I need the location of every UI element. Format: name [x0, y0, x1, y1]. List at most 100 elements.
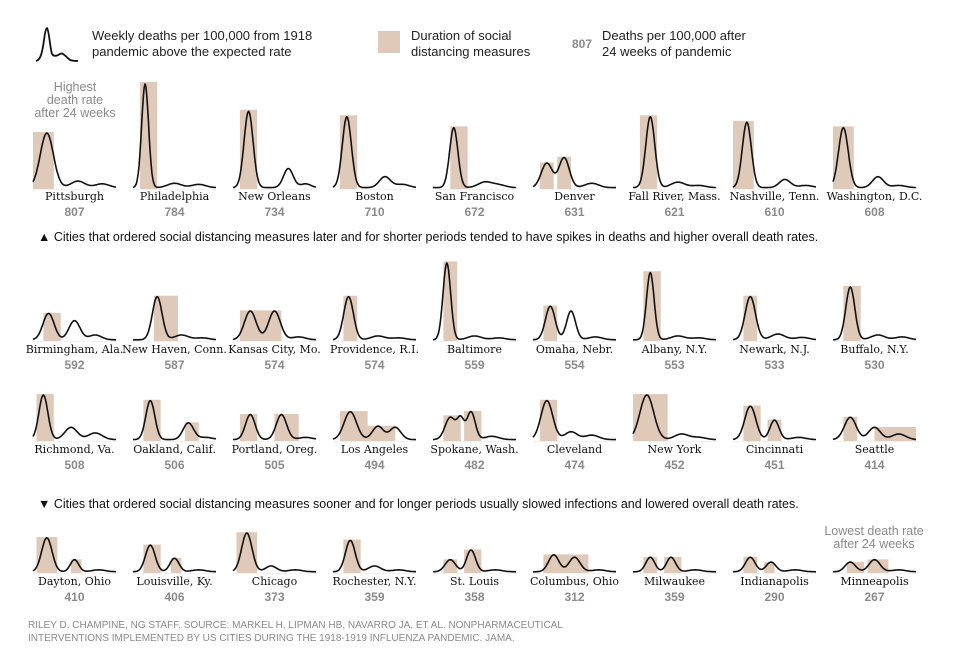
- city-panel: Indianapolis 290: [732, 556, 816, 604]
- city-panel: Birmingham, Ala. 592: [26, 312, 124, 372]
- distancing-period-box: [143, 544, 161, 573]
- city-death-rate-value: 553: [664, 358, 684, 372]
- death-rate-curve: [332, 295, 416, 341]
- city-panel: Milwaukee 359: [633, 556, 716, 604]
- city-panel: Washington, D.C. 608: [827, 126, 922, 219]
- death-rate-curve: [532, 156, 616, 189]
- highest-annotation-line3: after 24 weeks: [34, 106, 115, 120]
- city-panel: Baltimore 559: [432, 261, 516, 372]
- city-name-label: Portland, Oreg.: [232, 443, 318, 456]
- death-rate-curve: [133, 544, 216, 573]
- death-rate-curve: [832, 126, 916, 189]
- distancing-period-box: [543, 305, 558, 341]
- distancing-period-box: [33, 132, 54, 189]
- city-death-rate-value: 494: [364, 458, 384, 472]
- city-name-label: New York: [648, 443, 702, 456]
- death-rate-curve: [732, 295, 817, 341]
- city-death-rate-value: 482: [464, 458, 484, 472]
- distancing-period-box: [43, 312, 61, 341]
- legend-curve-icon: [35, 27, 79, 62]
- death-rate-curve: [832, 286, 917, 341]
- city-name-label: St. Louis: [450, 575, 499, 588]
- city-panel: Kansas City, Mo. 574: [228, 310, 321, 372]
- city-name-label: Fall River, Mass.: [628, 190, 720, 203]
- city-panel: Rochester, N.Y. 359: [332, 539, 417, 604]
- distancing-period-box: [539, 399, 558, 441]
- city-death-rate-value: 451: [764, 458, 784, 472]
- city-panel: Boston 710: [332, 115, 417, 219]
- city-name-label: New Haven, Conn.: [122, 343, 227, 356]
- city-death-rate-value: 554: [564, 358, 584, 372]
- city-death-rate-value: 406: [164, 590, 184, 604]
- city-name-label: San Francisco: [435, 190, 515, 203]
- city-name-label: Rochester, N.Y.: [332, 575, 416, 588]
- city-name-label: Richmond, Va.: [34, 443, 114, 456]
- city-name-label: Newark, N.J.: [739, 343, 810, 356]
- city-name-label: Dayton, Ohio: [38, 575, 111, 588]
- city-name-label: New Orleans: [238, 190, 311, 203]
- city-death-rate-value: 505: [264, 458, 284, 472]
- legend-box-label-line2: distancing measures: [411, 44, 531, 59]
- death-rate-curve: [532, 399, 616, 441]
- city-death-rate-value: 452: [664, 458, 684, 472]
- city-death-rate-value: 621: [664, 205, 684, 219]
- death-rate-curve: [832, 558, 916, 573]
- city-panel: Minneapolis 267: [832, 558, 916, 604]
- death-rate-curve: [32, 132, 117, 188]
- distancing-period-box: [71, 559, 82, 573]
- highest-annotation-line1: Highest: [54, 80, 97, 94]
- city-panel: Providence, R.I. 574: [330, 295, 419, 372]
- city-death-rate-value: 508: [64, 458, 84, 472]
- death-rate-curve: [732, 121, 817, 189]
- death-rate-curve: [433, 410, 516, 441]
- death-rate-curve: [433, 549, 516, 573]
- city-panel: New Orleans 734: [232, 109, 317, 219]
- city-panel: Buffalo, N.Y. 530: [832, 285, 917, 372]
- distancing-period-box: [743, 405, 761, 441]
- city-name-label: Omaha, Nebr.: [536, 343, 613, 356]
- distancing-period-box: [867, 559, 889, 573]
- city-name-label: Los Angeles: [341, 443, 409, 456]
- city-panel: Los Angeles 494: [332, 410, 416, 472]
- distancing-period-box: [443, 415, 461, 441]
- city-name-label: Pittsburgh: [45, 190, 104, 203]
- city-name-label: Columbus, Ohio: [530, 575, 619, 588]
- city-name-label: Birmingham, Ala.: [26, 343, 124, 356]
- city-panel: Denver 631: [532, 156, 616, 219]
- city-death-rate-value: 574: [264, 358, 284, 372]
- distancing-period-box: [153, 295, 178, 341]
- city-death-rate-value: 734: [264, 205, 284, 219]
- death-rate-curve: [732, 405, 816, 441]
- city-death-rate-value: 574: [364, 358, 384, 372]
- death-rate-curve: [533, 305, 616, 341]
- city-death-rate-value: 807: [64, 205, 84, 219]
- distancing-period-box: [443, 559, 458, 573]
- death-rate-curve: [232, 110, 317, 189]
- death-rate-curve: [332, 410, 416, 441]
- city-name-label: Minneapolis: [840, 575, 909, 588]
- distancing-period-box: [557, 156, 571, 189]
- death-rate-curve: [632, 394, 716, 441]
- death-rate-curve: [832, 416, 917, 441]
- city-panel: San Francisco 672: [433, 126, 516, 219]
- city-panel: Chicago 373: [232, 532, 316, 604]
- death-rate-curve: [433, 126, 516, 189]
- death-rate-curve: [533, 554, 616, 573]
- death-rate-curve: [133, 399, 217, 441]
- city-death-rate-value: 359: [664, 590, 684, 604]
- distancing-period-box: [539, 162, 554, 189]
- distancing-period-box: [184, 422, 199, 441]
- city-name-label: Louisville, Ky.: [136, 575, 212, 588]
- legend-number-label-line2: 24 weeks of pandemic: [602, 44, 732, 59]
- distancing-period-box: [464, 410, 482, 441]
- city-panel: Fall River, Mass. 621: [628, 115, 721, 219]
- city-name-label: Albany, N.Y.: [641, 343, 708, 356]
- city-name-label: Nashville, Tenn.: [730, 190, 820, 203]
- death-rate-curve: [232, 532, 316, 573]
- death-rate-curve: [232, 413, 317, 441]
- distancing-period-box: [733, 120, 754, 189]
- city-name-label: Philadelphia: [140, 190, 210, 203]
- distancing-period-box: [36, 537, 58, 573]
- city-panel: Philadelphia 784: [132, 82, 217, 219]
